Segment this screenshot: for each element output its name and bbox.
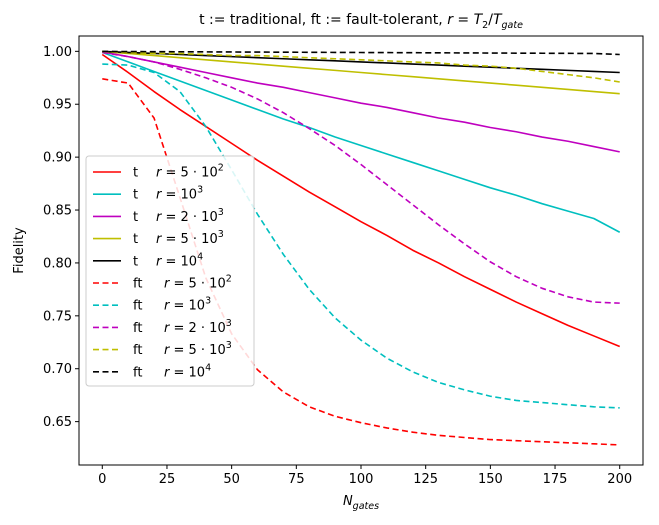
- legend: t r = 5 · 102 t r = 103 t r = 2 · 103 t r = 5 ·…: [85, 155, 255, 387]
- legend-label-ratio: r = 104: [156, 251, 203, 269]
- legend-label-ratio: r = 104: [164, 362, 211, 380]
- y-tick-label: 0.95: [43, 98, 72, 113]
- series-line-9: [102, 50, 620, 83]
- legend-label-ratio: r = 103: [156, 185, 203, 203]
- x-tick-label: 75: [288, 472, 305, 487]
- legend-label-kind: t: [133, 188, 138, 203]
- series-line-7: [102, 63, 620, 409]
- x-tick-label: 150: [478, 472, 503, 487]
- legend-label-ratio: r = 2 · 103: [156, 207, 224, 225]
- y-tick-label: 0.80: [43, 256, 72, 271]
- legend-label-ratio: r = 5 · 102: [156, 163, 224, 181]
- x-tick-label: 50: [223, 472, 240, 487]
- legend-label-kind: t: [133, 166, 138, 181]
- legend-label-ratio: r = 103: [164, 296, 211, 314]
- legend-label-ratio: r = 5 · 103: [164, 340, 232, 358]
- x-tick-label: 25: [159, 472, 176, 487]
- y-tick-label: 0.65: [43, 415, 72, 430]
- y-axis-label: Fidelity: [12, 227, 27, 274]
- series-line-8: [102, 51, 620, 304]
- axis-ticks: 0 25 50 75 100 125 150 175 200 0.65 0.70 0.75 0.80 0.…: [43, 45, 632, 487]
- x-tick-label: 125: [413, 472, 438, 487]
- y-tick-label: 0.70: [43, 362, 72, 377]
- legend-label-kind: t: [133, 232, 138, 247]
- x-axis-label: Ngates: [343, 494, 379, 512]
- legend-label-kind: ft: [133, 277, 142, 292]
- legend-label-ratio: r = 5 · 102: [164, 274, 232, 292]
- x-tick-label: 0: [98, 472, 106, 487]
- series-line-3: [102, 51, 620, 153]
- y-tick-label: 0.75: [43, 309, 72, 324]
- legend-box: [85, 155, 255, 387]
- legend-label-kind: t: [133, 210, 138, 225]
- legend-label-kind: ft: [133, 299, 142, 314]
- y-tick-label: 0.85: [43, 204, 72, 219]
- series-line-1: [101, 53, 621, 348]
- x-tick-label: 100: [349, 472, 374, 487]
- legend-label-kind: ft: [133, 365, 142, 380]
- y-tick-label: 0.90: [43, 151, 72, 166]
- legend-label-ratio: r = 5 · 103: [156, 229, 224, 247]
- series-line-4: [102, 50, 620, 95]
- series-line-2: [102, 51, 621, 233]
- series-line-10: [102, 50, 620, 56]
- x-tick-label: 175: [543, 472, 568, 487]
- chart-title: t := traditional, ft := fault-tolerant, …: [199, 12, 523, 31]
- legend-label-kind: ft: [133, 343, 142, 358]
- legend-label-kind: ft: [133, 321, 142, 336]
- y-tick-label: 1.00: [43, 45, 72, 60]
- series-line-5: [102, 50, 620, 74]
- legend-label-ratio: r = 2 · 103: [164, 318, 232, 336]
- x-tick-label: 200: [607, 472, 632, 487]
- legend-label-kind: t: [133, 254, 138, 269]
